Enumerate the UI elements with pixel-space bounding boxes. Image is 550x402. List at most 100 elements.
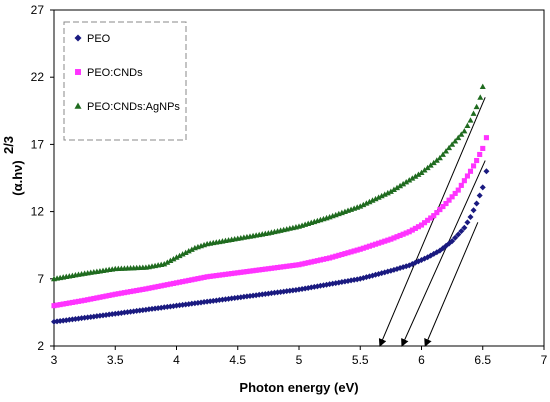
data-point bbox=[137, 287, 143, 293]
data-point bbox=[357, 246, 363, 252]
data-point bbox=[118, 290, 124, 296]
data-point bbox=[474, 157, 480, 164]
data-point bbox=[320, 256, 327, 262]
data-point bbox=[69, 299, 75, 306]
data-point bbox=[195, 276, 201, 282]
data-point bbox=[470, 207, 477, 214]
data-point bbox=[177, 279, 183, 285]
data-point bbox=[412, 173, 419, 179]
data-point bbox=[382, 238, 388, 244]
data-point bbox=[247, 268, 253, 274]
data-point bbox=[275, 264, 281, 271]
data-point bbox=[433, 157, 440, 163]
data-point bbox=[164, 282, 170, 288]
x-tick-label: 3 bbox=[51, 353, 58, 367]
data-point bbox=[339, 251, 345, 258]
data-point bbox=[360, 201, 367, 208]
data-point bbox=[363, 244, 369, 250]
data-point bbox=[146, 285, 152, 291]
data-series bbox=[51, 83, 490, 325]
data-point bbox=[170, 255, 177, 262]
data-point bbox=[479, 83, 486, 90]
data-point bbox=[400, 231, 406, 237]
series-peo-cnds-agnps bbox=[51, 83, 486, 282]
data-point bbox=[219, 272, 225, 278]
data-point bbox=[72, 299, 78, 305]
data-point bbox=[378, 192, 385, 199]
data-point bbox=[476, 192, 483, 199]
data-point bbox=[128, 289, 134, 295]
legend-marker bbox=[74, 102, 82, 109]
data-point bbox=[477, 151, 483, 158]
data-point bbox=[327, 255, 333, 261]
data-point bbox=[244, 268, 250, 275]
x-axis-ticks: 3 3.5 4 4.5 5 5.5 6 6.5 7 bbox=[51, 346, 548, 367]
data-point bbox=[115, 291, 121, 297]
data-point bbox=[418, 222, 425, 228]
data-point bbox=[461, 127, 468, 134]
data-point bbox=[259, 266, 265, 273]
y-axis-exponent-group: 2/3 bbox=[1, 136, 16, 154]
data-point bbox=[131, 288, 137, 294]
x-tick-label: 4 bbox=[173, 353, 180, 367]
data-point bbox=[287, 263, 293, 269]
data-point bbox=[397, 232, 403, 239]
legend: PEO PEO:CNDs PEO:CNDs:AgNPs bbox=[63, 21, 187, 141]
data-point bbox=[425, 217, 431, 223]
data-point bbox=[152, 284, 158, 290]
data-point bbox=[384, 189, 391, 196]
data-point bbox=[348, 249, 354, 255]
data-point bbox=[464, 122, 471, 128]
y-tick-label: 12 bbox=[31, 205, 45, 219]
data-point bbox=[388, 236, 394, 242]
data-point bbox=[390, 186, 397, 192]
data-point bbox=[314, 258, 320, 264]
legend-label: PEO bbox=[87, 33, 111, 45]
data-point bbox=[103, 293, 109, 299]
x-tick-label: 6.5 bbox=[474, 353, 491, 367]
data-point bbox=[207, 273, 213, 279]
data-point bbox=[480, 145, 486, 151]
data-point bbox=[149, 285, 155, 291]
data-point bbox=[161, 282, 167, 288]
data-point bbox=[213, 273, 219, 279]
data-point bbox=[262, 266, 268, 272]
data-point bbox=[376, 240, 382, 246]
data-point bbox=[268, 265, 274, 271]
data-point bbox=[299, 261, 305, 267]
data-point bbox=[345, 250, 351, 256]
y-tick-label: 2 bbox=[37, 339, 44, 353]
x-tick-label: 7 bbox=[541, 353, 548, 367]
data-point bbox=[250, 268, 256, 274]
data-point bbox=[180, 279, 186, 285]
data-point bbox=[354, 247, 360, 253]
data-point bbox=[265, 266, 271, 272]
data-point bbox=[467, 117, 474, 123]
x-tick-label: 5.5 bbox=[352, 353, 369, 367]
data-point bbox=[458, 182, 464, 188]
data-point bbox=[278, 264, 284, 270]
legend-marker bbox=[75, 69, 81, 75]
data-point bbox=[467, 168, 474, 174]
data-point bbox=[188, 246, 195, 252]
series-peo bbox=[51, 168, 490, 325]
data-point bbox=[241, 269, 247, 275]
data-point bbox=[421, 167, 428, 173]
data-point bbox=[363, 200, 370, 206]
data-point bbox=[418, 169, 425, 176]
data-point bbox=[256, 267, 262, 273]
data-point bbox=[182, 249, 189, 255]
data-point bbox=[455, 187, 461, 193]
data-point bbox=[112, 291, 118, 297]
legend-marker bbox=[74, 34, 82, 42]
data-point bbox=[366, 198, 373, 205]
data-point bbox=[381, 191, 388, 197]
data-point bbox=[85, 297, 91, 303]
data-point bbox=[452, 138, 459, 144]
data-point bbox=[422, 220, 428, 226]
data-point bbox=[305, 260, 311, 266]
y-tick-label: 7 bbox=[37, 272, 44, 286]
data-point bbox=[452, 234, 459, 241]
data-point bbox=[394, 234, 400, 240]
data-point bbox=[455, 231, 462, 238]
